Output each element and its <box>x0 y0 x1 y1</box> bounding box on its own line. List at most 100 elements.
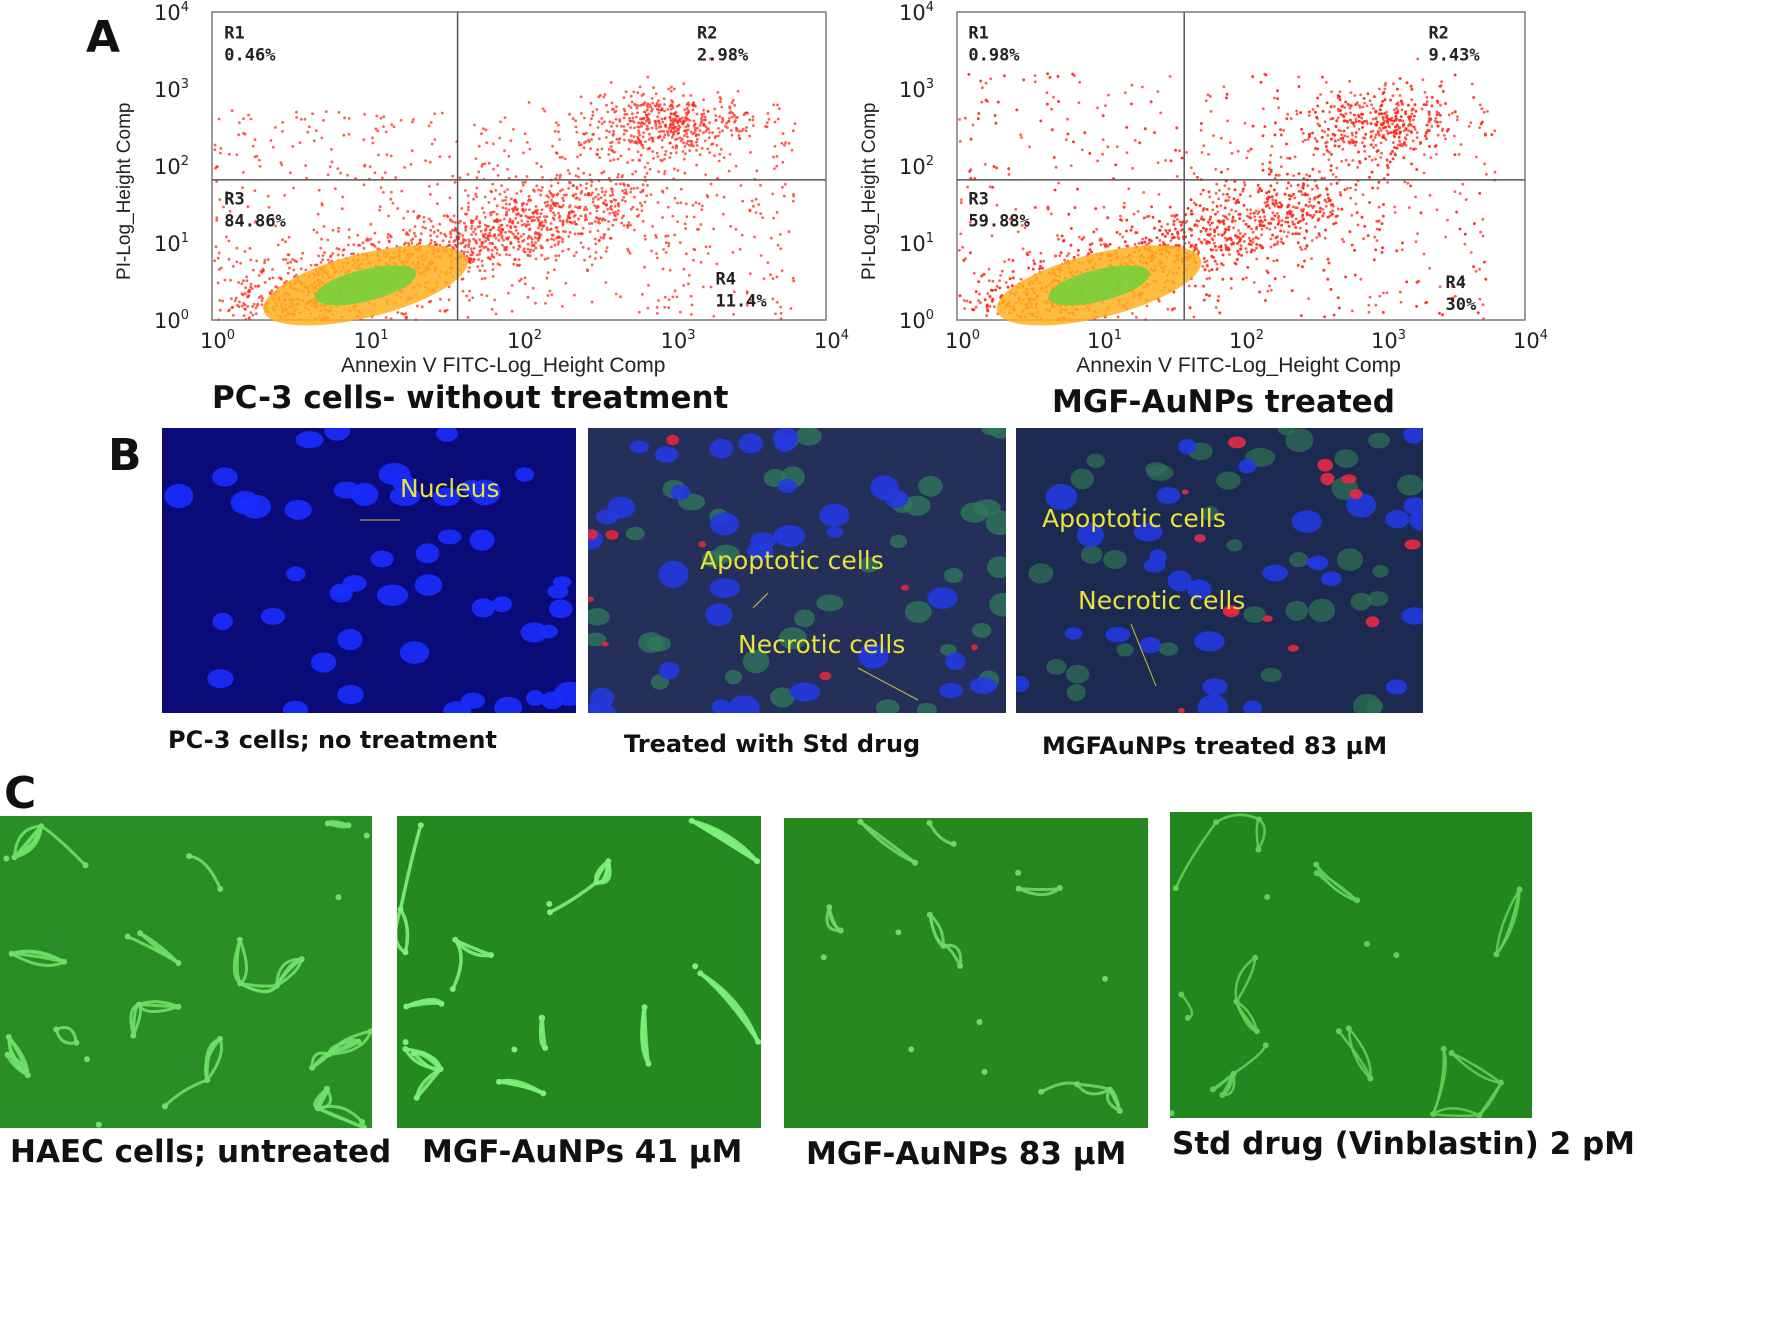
scatter-point <box>526 254 530 257</box>
scatter-point <box>240 304 244 308</box>
scatter-point <box>682 267 686 271</box>
scatter-point <box>607 220 610 223</box>
scatter-point <box>588 212 592 215</box>
scatter-point <box>1337 144 1341 148</box>
scatter-point <box>1056 75 1060 78</box>
scatter-point <box>1039 119 1043 123</box>
scatter-point <box>1248 216 1252 220</box>
scatter-point <box>1130 102 1133 106</box>
scatter-point <box>1196 175 1199 179</box>
scatter-point <box>668 268 672 272</box>
scatter-point <box>679 201 683 205</box>
scatter-point <box>461 241 465 245</box>
scatter-point <box>394 176 397 180</box>
scatter-point <box>1274 199 1278 203</box>
scatter-point <box>311 112 314 116</box>
scatter-point <box>490 307 494 311</box>
scatter-point <box>286 271 290 275</box>
scatter-point <box>1324 81 1328 84</box>
scatter-point <box>263 261 266 265</box>
scatter-point <box>548 190 551 193</box>
scatter-point <box>766 112 770 115</box>
scatter-point <box>406 210 410 213</box>
scatter-point <box>613 150 616 154</box>
scatter-point <box>1438 285 1442 289</box>
scatter-point <box>1077 235 1081 239</box>
scatter-point <box>439 297 442 301</box>
scatter-point <box>1300 314 1303 317</box>
scatter-point <box>1289 184 1293 188</box>
scatter-point <box>579 232 583 236</box>
scatter-point <box>478 269 482 273</box>
scatter-point <box>1247 236 1251 240</box>
scatter-point <box>726 126 729 129</box>
scatter-point <box>721 212 725 216</box>
scatter-point <box>470 227 473 230</box>
scatter-point <box>1318 170 1321 174</box>
scatter-point <box>300 257 303 260</box>
scatter-point <box>1206 93 1210 97</box>
scatter-point <box>1334 215 1338 218</box>
scatter-point <box>419 239 422 242</box>
scatter-point <box>581 226 585 230</box>
scatter-point <box>474 232 478 236</box>
scatter-point <box>556 242 560 246</box>
scatter-point <box>988 185 992 189</box>
scatter-point <box>643 200 647 204</box>
scatter-point <box>312 228 316 232</box>
scatter-point <box>429 234 432 238</box>
scatter-point <box>508 253 511 257</box>
scatter-point <box>524 208 528 212</box>
scatter-point <box>487 161 491 165</box>
scatter-point <box>466 173 470 176</box>
scatter-point <box>667 244 671 248</box>
scatter-point <box>1208 223 1212 227</box>
scatter-point <box>1234 234 1237 238</box>
scatter-point <box>1282 230 1286 234</box>
scatter-point <box>1289 117 1293 121</box>
scatter-point <box>575 196 579 200</box>
scatter-point <box>1069 164 1073 168</box>
scatter-point <box>683 145 687 148</box>
scatter-point <box>702 131 705 135</box>
scatter-point <box>537 188 540 192</box>
scatter-point <box>504 202 508 206</box>
scatter-point <box>346 173 349 177</box>
scatter-point <box>515 213 518 216</box>
scatter-point <box>1395 123 1399 127</box>
scatter-point <box>789 307 793 310</box>
scatter-point <box>518 279 521 283</box>
scatter-point <box>1222 192 1225 196</box>
scatter-point <box>1370 103 1373 107</box>
scatter-point <box>1021 247 1025 251</box>
scatter-point <box>298 141 302 145</box>
scatter-point <box>1479 122 1483 126</box>
scatter-point <box>721 116 724 120</box>
scatter-point <box>488 241 492 245</box>
flow-cytometry-plot-untreated: R10.46%R22.98%R384.86%R411.4%10010010110… <box>114 0 849 377</box>
scatter-point <box>598 137 601 141</box>
scatter-point <box>534 209 537 213</box>
scatter-point <box>613 214 617 218</box>
scatter-point <box>427 217 431 221</box>
scatter-point <box>1192 172 1196 176</box>
scatter-point <box>1114 163 1118 167</box>
scatter-point <box>631 112 634 116</box>
scatter-point <box>640 293 644 296</box>
scatter-point <box>646 75 650 79</box>
scatter-point <box>1253 215 1256 219</box>
scatter-point <box>746 111 749 115</box>
scatter-point <box>571 117 575 121</box>
scatter-point <box>416 215 420 219</box>
scatter-point <box>725 121 728 125</box>
scatter-point <box>1095 227 1099 231</box>
scatter-point <box>1380 222 1384 226</box>
scatter-point <box>673 289 677 293</box>
scatter-point <box>433 240 437 244</box>
scatter-point <box>1224 215 1227 219</box>
scatter-point <box>782 194 786 198</box>
scatter-point <box>1400 248 1404 252</box>
scatter-point <box>1270 144 1274 148</box>
scatter-point <box>337 230 340 233</box>
scatter-point <box>557 216 561 220</box>
